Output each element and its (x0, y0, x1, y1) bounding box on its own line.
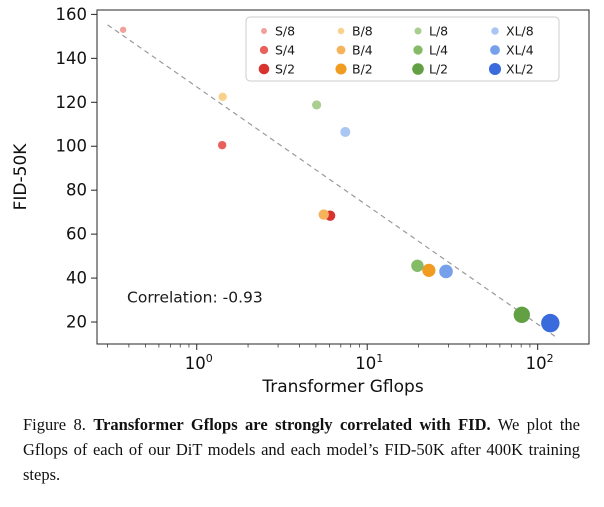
legend-dot-XL/4 (490, 45, 500, 55)
x-tick-label: 101 (355, 352, 383, 373)
point-XL/8 (340, 126, 351, 137)
legend-label-B/8: B/8 (352, 24, 373, 39)
legend-dot-S/8 (261, 28, 267, 34)
point-XL/4 (439, 264, 453, 279)
y-tick-label: 120 (56, 93, 88, 112)
point-L/2 (513, 306, 531, 323)
legend-dot-L/8 (414, 27, 422, 35)
y-tick-label: 160 (56, 5, 88, 24)
scatter-plot: 20 40 60 80 100 120 140 160 100 101 102 Transformer… (11, 5, 590, 397)
legend-dot-XL/2 (488, 62, 502, 76)
legend-label-B/4: B/4 (352, 43, 373, 58)
point-B/4 (318, 209, 329, 220)
trendline (107, 24, 558, 339)
legend-label-B/2: B/2 (352, 62, 373, 77)
figure-caption: Figure 8. Transformer Gflops are strongl… (0, 400, 604, 487)
y-tick-label: 40 (66, 269, 87, 288)
legend-dot-L/4 (413, 45, 423, 55)
legend-dot-B/8 (337, 27, 345, 35)
legend-label-S/2: S/2 (275, 62, 295, 77)
legend-dot-S/2 (258, 63, 270, 75)
point-XL/2 (541, 313, 560, 333)
legend-box (245, 16, 560, 82)
caption-figure-label: Figure 8. (23, 415, 86, 434)
legend-label-S/8: S/8 (275, 24, 295, 39)
caption-bold-title: Transformer Gflops are strongly correlat… (93, 415, 491, 434)
legend-label-XL/8: XL/8 (506, 24, 534, 39)
legend-dot-L/2 (412, 63, 424, 75)
y-tick-label: 100 (56, 137, 88, 156)
correlation-annotation: Correlation: -0.93 (127, 288, 263, 306)
y-tick-label: 140 (56, 49, 88, 68)
point-B/2 (422, 263, 436, 277)
y-tick-label: 20 (66, 313, 87, 332)
y-tick-label: 60 (66, 225, 87, 244)
legend-label-S/4: S/4 (275, 43, 295, 58)
legend-label-L/8: L/8 (429, 24, 448, 39)
caption-body-text: We plot the Gflops of each of our DiT mo… (23, 415, 581, 484)
point-L/8 (312, 100, 322, 110)
y-tick-label: 80 (66, 181, 87, 200)
point-S/4 (217, 140, 227, 150)
y-axis-label: FID-50K (11, 143, 31, 211)
point-L/4 (411, 259, 424, 272)
legend-label-XL/2: XL/2 (506, 62, 534, 77)
legend-label-L/2: L/2 (429, 62, 448, 77)
x-tick-label: 102 (526, 352, 554, 373)
x-tick-label: 100 (185, 352, 213, 373)
legend-label-L/4: L/4 (429, 43, 448, 58)
legend-dot-XL/8 (491, 27, 499, 35)
x-axis-label: Transformer Gflops (261, 377, 423, 397)
point-S/8 (119, 26, 127, 33)
point-B/8 (218, 92, 227, 101)
legend-dot-B/2 (335, 63, 347, 75)
legend-label-XL/4: XL/4 (506, 43, 534, 58)
legend-dot-B/4 (336, 45, 346, 55)
legend-dot-S/4 (259, 45, 269, 55)
